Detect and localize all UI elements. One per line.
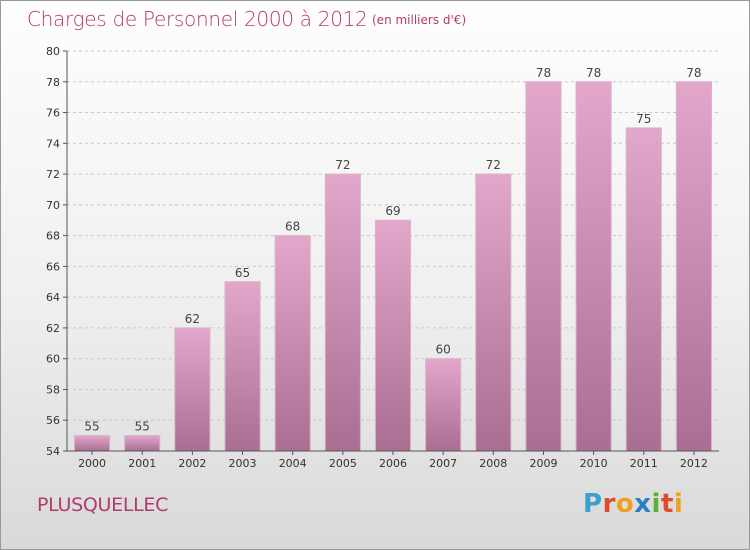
x-tick-label: 2001 bbox=[128, 457, 156, 470]
bar-value-label: 69 bbox=[385, 204, 400, 218]
logo-letter: P bbox=[583, 489, 603, 519]
x-tick-label: 2010 bbox=[580, 457, 608, 470]
bar-value-label: 68 bbox=[285, 220, 300, 234]
x-tick-label: 2003 bbox=[229, 457, 257, 470]
y-tick-label: 56 bbox=[46, 414, 60, 427]
y-tick-label: 60 bbox=[46, 353, 60, 366]
bar bbox=[475, 173, 512, 452]
x-tick-label: 2002 bbox=[178, 457, 206, 470]
x-tick-label: 2011 bbox=[630, 457, 658, 470]
bar bbox=[575, 81, 612, 452]
x-tick-label: 2008 bbox=[479, 457, 507, 470]
x-tick-label: 2000 bbox=[78, 457, 106, 470]
y-tick-label: 76 bbox=[46, 107, 60, 120]
logo-letter: o bbox=[615, 489, 635, 519]
y-tick-label: 74 bbox=[46, 137, 60, 150]
bar-value-label: 72 bbox=[335, 158, 350, 172]
bar-value-label: 55 bbox=[84, 420, 99, 434]
logo-letter: t bbox=[660, 489, 674, 519]
logo-letter: i bbox=[673, 489, 684, 519]
bar-value-label: 78 bbox=[586, 66, 601, 80]
axes: 54 56 58 60 62 64 66 68 70 72 74 76 78 80 2000 2001 2002… bbox=[46, 45, 719, 470]
y-tick-label: 54 bbox=[46, 445, 60, 458]
y-tick-label: 64 bbox=[46, 291, 60, 304]
bar bbox=[425, 358, 462, 452]
chart-subtitle: (en milliers d'€) bbox=[372, 13, 467, 27]
y-tick-label: 70 bbox=[46, 199, 60, 212]
y-tick-label: 68 bbox=[46, 230, 60, 243]
x-tick-label: 2007 bbox=[429, 457, 457, 470]
bar-value-label: 60 bbox=[436, 343, 451, 357]
bar bbox=[525, 81, 562, 452]
x-tick-label: 2006 bbox=[379, 457, 407, 470]
y-tick-label: 78 bbox=[46, 76, 60, 89]
bar bbox=[625, 127, 662, 452]
logo-letter: x bbox=[634, 489, 652, 519]
x-tick-label: 2004 bbox=[279, 457, 307, 470]
bar bbox=[174, 327, 211, 452]
y-tick-label: 66 bbox=[46, 260, 60, 273]
y-tick-label: 80 bbox=[46, 45, 60, 58]
bar bbox=[74, 435, 111, 452]
commune-name: PLUSQUELLEC bbox=[37, 494, 169, 516]
bar-value-label: 65 bbox=[235, 266, 250, 280]
logo-letter: i bbox=[651, 489, 661, 519]
y-tick-label: 62 bbox=[46, 322, 60, 335]
y-tick-label: 58 bbox=[46, 383, 60, 396]
bar bbox=[224, 281, 261, 452]
bar-value-label: 62 bbox=[185, 312, 200, 326]
x-tick-label: 2005 bbox=[329, 457, 357, 470]
x-tick-label: 2012 bbox=[680, 457, 708, 470]
bar bbox=[274, 235, 311, 452]
bar-value-label: 75 bbox=[636, 112, 651, 126]
bar-value-label: 78 bbox=[686, 66, 701, 80]
bar-value-label: 55 bbox=[135, 420, 150, 434]
proxiti-logo: Proxiti bbox=[583, 489, 683, 519]
bar bbox=[675, 81, 712, 452]
bar-value-label: 78 bbox=[536, 66, 551, 80]
logo-letter: r bbox=[602, 489, 616, 519]
bar bbox=[324, 173, 361, 452]
bar-value-label: 72 bbox=[486, 158, 501, 172]
y-tick-label: 72 bbox=[46, 168, 60, 181]
chart-title: Charges de Personnel 2000 à 2012 bbox=[27, 7, 368, 31]
bars bbox=[74, 81, 712, 452]
bar bbox=[124, 435, 161, 452]
x-tick-label: 2009 bbox=[529, 457, 557, 470]
bar bbox=[374, 219, 412, 452]
value-labels: 55 55 62 65 68 72 69 60 72 78 78 75 78 bbox=[84, 66, 701, 434]
